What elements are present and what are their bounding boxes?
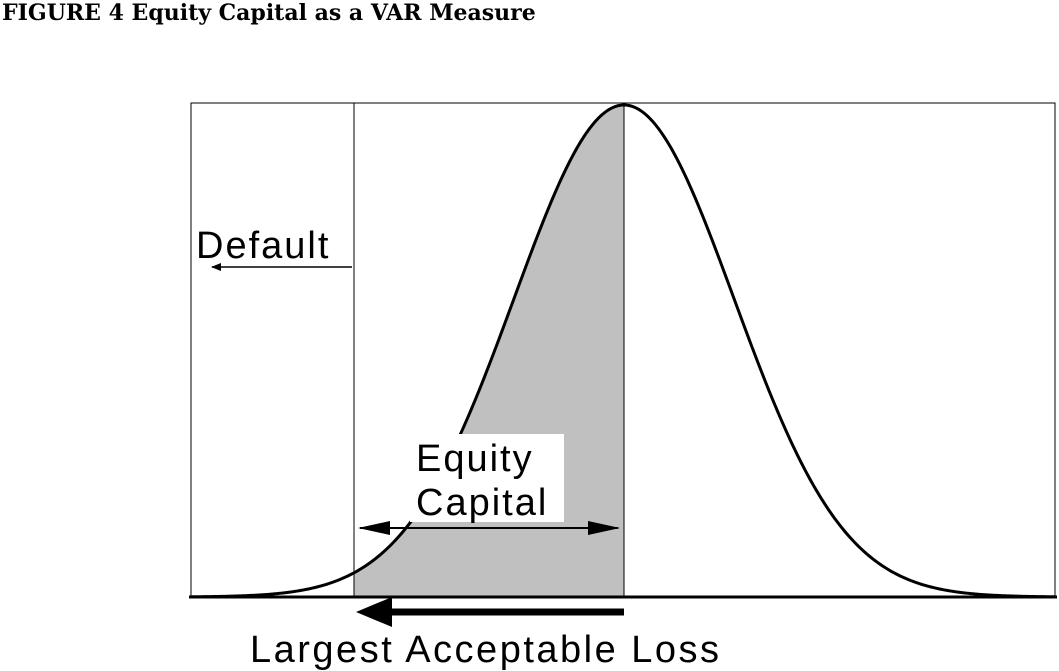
- loss-distribution-curve: [190, 103, 1056, 599]
- figure-title: FIGURE 4 Equity Capital as a VAR Measure: [2, 0, 536, 26]
- equity-label-line2: Capital: [416, 482, 548, 524]
- default-label: Default: [196, 225, 330, 267]
- equity-arrow-left-head: [358, 521, 390, 535]
- largest-loss-label: Largest Acceptable Loss: [250, 629, 722, 671]
- largest-loss-arrow-head: [356, 597, 392, 627]
- equity-label-line1: Equity: [416, 438, 534, 480]
- equity-label-background: [410, 434, 564, 522]
- equity-arrow-right-head: [588, 521, 620, 535]
